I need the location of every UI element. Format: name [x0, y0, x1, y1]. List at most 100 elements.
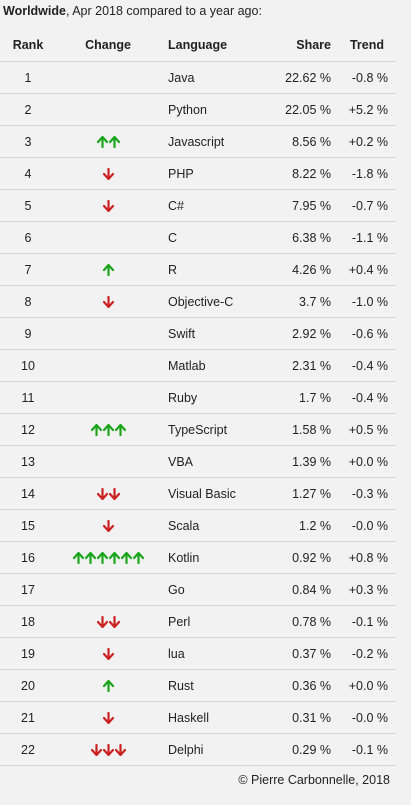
share-cell: 8.22 %	[272, 157, 332, 190]
language-cell: Java	[160, 61, 272, 94]
rank-down-arrows	[90, 744, 126, 757]
language-cell: Visual Basic	[160, 477, 272, 510]
ranking-table: Rank Change Language Share Trend 1 Java 22…	[0, 29, 396, 766]
language-cell: lua	[160, 637, 272, 670]
share-cell: 0.37 %	[272, 637, 332, 670]
table-row: 15 Scala 1.2 % -0.0 %	[0, 509, 396, 542]
change-cell	[56, 61, 160, 94]
arrow-down-icon	[102, 744, 114, 757]
language-cell: R	[160, 253, 272, 286]
table-row: 2 Python 22.05 % +5.2 %	[0, 93, 396, 126]
rank-cell: 1	[0, 61, 56, 94]
change-cell	[56, 317, 160, 350]
trend-cell: -1.1 %	[332, 221, 396, 254]
header-language: Language	[160, 29, 272, 62]
trend-cell: +0.2 %	[332, 125, 396, 158]
rank-cell: 4	[0, 157, 56, 190]
rank-cell: 15	[0, 509, 56, 542]
arrow-up-icon	[108, 136, 120, 149]
arrow-down-icon	[114, 744, 126, 757]
change-cell	[56, 701, 160, 734]
arrow-down-icon	[102, 200, 114, 213]
arrow-up-icon	[132, 552, 144, 565]
share-cell: 0.36 %	[272, 669, 332, 702]
change-cell	[56, 285, 160, 318]
language-cell: Kotlin	[160, 541, 272, 574]
rank-down-arrows	[102, 648, 114, 661]
table-row: 19 lua 0.37 % -0.2 %	[0, 637, 396, 670]
share-cell: 1.39 %	[272, 445, 332, 478]
table-row: 14 Visual Basic 1.27 % -0.3 %	[0, 477, 396, 510]
share-cell: 22.05 %	[272, 93, 332, 126]
language-cell: Swift	[160, 317, 272, 350]
language-cell: Ruby	[160, 381, 272, 414]
arrow-up-icon	[102, 680, 114, 693]
language-cell: Rust	[160, 669, 272, 702]
header-trend: Trend	[332, 29, 396, 62]
table-row: 12 TypeScript 1.58 % +0.5 %	[0, 413, 396, 446]
table-row: 3 Javascript 8.56 % +0.2 %	[0, 125, 396, 158]
table-row: 18 Perl 0.78 % -0.1 %	[0, 605, 396, 638]
change-cell	[56, 509, 160, 542]
rank-cell: 13	[0, 445, 56, 478]
language-cell: Perl	[160, 605, 272, 638]
arrow-down-icon	[102, 648, 114, 661]
trend-cell: +0.8 %	[332, 541, 396, 574]
arrow-up-icon	[114, 424, 126, 437]
change-cell	[56, 381, 160, 414]
arrow-up-icon	[108, 552, 120, 565]
trend-cell: +0.4 %	[332, 253, 396, 286]
rank-up-arrows	[102, 680, 114, 693]
table-row: 6 C 6.38 % -1.1 %	[0, 221, 396, 254]
share-cell: 7.95 %	[272, 189, 332, 222]
change-cell	[56, 637, 160, 670]
arrow-up-icon	[72, 552, 84, 565]
rank-cell: 5	[0, 189, 56, 222]
rank-cell: 20	[0, 669, 56, 702]
rank-cell: 3	[0, 125, 56, 158]
language-cell: Delphi	[160, 733, 272, 766]
share-cell: 0.84 %	[272, 573, 332, 606]
rank-cell: 6	[0, 221, 56, 254]
change-cell	[56, 413, 160, 446]
rank-cell: 7	[0, 253, 56, 286]
arrow-down-icon	[90, 744, 102, 757]
language-cell: C	[160, 221, 272, 254]
rank-cell: 2	[0, 93, 56, 126]
header-row: Rank Change Language Share Trend	[0, 29, 396, 62]
share-cell: 0.31 %	[272, 701, 332, 734]
trend-cell: -1.0 %	[332, 285, 396, 318]
change-cell	[56, 221, 160, 254]
arrow-up-icon	[96, 552, 108, 565]
change-cell	[56, 93, 160, 126]
trend-cell: -0.1 %	[332, 733, 396, 766]
rank-cell: 17	[0, 573, 56, 606]
language-cell: Python	[160, 93, 272, 126]
rank-cell: 10	[0, 349, 56, 382]
rank-up-arrows	[96, 136, 120, 149]
trend-cell: -0.0 %	[332, 701, 396, 734]
table-row: 21 Haskell 0.31 % -0.0 %	[0, 701, 396, 734]
trend-cell: -0.0 %	[332, 509, 396, 542]
arrow-down-icon	[96, 616, 108, 629]
rank-cell: 21	[0, 701, 56, 734]
language-cell: Scala	[160, 509, 272, 542]
change-cell	[56, 605, 160, 638]
trend-cell: -0.4 %	[332, 381, 396, 414]
language-cell: PHP	[160, 157, 272, 190]
trend-cell: -0.3 %	[332, 477, 396, 510]
arrow-up-icon	[102, 424, 114, 437]
change-cell	[56, 125, 160, 158]
rank-up-arrows	[72, 552, 144, 565]
arrow-up-icon	[84, 552, 96, 565]
arrow-down-icon	[102, 520, 114, 533]
table-row: 7 R 4.26 % +0.4 %	[0, 253, 396, 286]
trend-cell: -1.8 %	[332, 157, 396, 190]
header-share: Share	[272, 29, 332, 62]
rank-down-arrows	[102, 296, 114, 309]
share-cell: 1.7 %	[272, 381, 332, 414]
change-cell	[56, 253, 160, 286]
rank-cell: 18	[0, 605, 56, 638]
table-row: 10 Matlab 2.31 % -0.4 %	[0, 349, 396, 382]
share-cell: 1.2 %	[272, 509, 332, 542]
